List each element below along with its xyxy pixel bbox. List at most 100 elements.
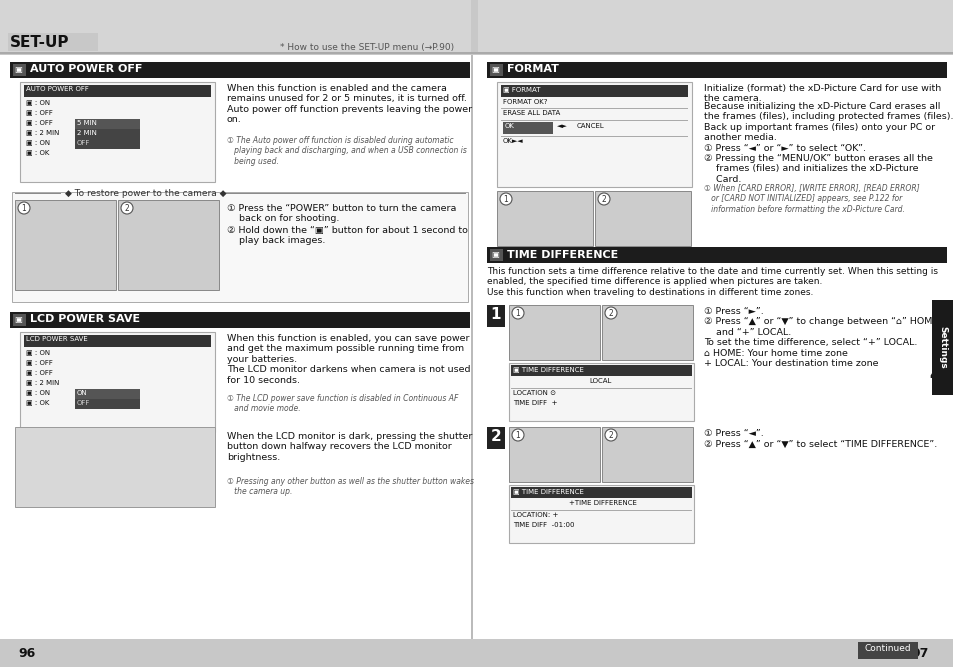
Bar [15,200,116,290]
Text: 4: 4 [928,368,939,383]
Bar [0,639,953,667]
Text: ▣ : OFF: ▣ : OFF [26,359,52,365]
Text: Settings: Settings [938,325,946,368]
Text: FORMAT OK?: FORMAT OK? [502,99,547,105]
Bar [477,0,953,53]
Bar [500,136,687,137]
Text: ◆ To restore power to the camera ◆: ◆ To restore power to the camera ◆ [65,189,226,198]
Text: AUTO POWER OFF: AUTO POWER OFF [26,86,89,92]
Bar [75,129,140,139]
Text: TIME DIFF  +: TIME DIFF + [513,400,557,406]
Bar [497,191,593,246]
Text: 96: 96 [18,647,35,660]
Text: TIME DIFF  -01:00: TIME DIFF -01:00 [513,522,574,528]
Bar [75,389,140,399]
Bar [511,487,691,498]
Text: ◄►: ◄► [557,123,567,129]
Bar [75,139,140,149]
Text: 2: 2 [601,195,606,204]
Text: ▣ : OK: ▣ : OK [26,399,50,405]
Text: ▣ FORMAT: ▣ FORMAT [502,86,540,92]
Circle shape [121,202,132,214]
Text: Because initializing the xD-Picture Card erases all
the frames (files), includin: Because initializing the xD-Picture Card… [703,102,952,142]
Bar [509,363,693,421]
Bar [931,300,953,395]
Bar [500,108,687,109]
Text: 1: 1 [515,431,519,440]
Circle shape [604,429,617,441]
Bar [857,642,917,659]
Text: ERASE ALL DATA: ERASE ALL DATA [502,110,559,116]
Text: OK: OK [504,123,515,129]
Text: 2: 2 [125,204,130,213]
Text: 2 MIN: 2 MIN [77,130,97,136]
Bar [490,64,502,76]
Bar [486,62,946,78]
Bar [497,82,691,187]
Bar [601,305,692,360]
Circle shape [499,193,512,205]
Bar [500,85,687,97]
Text: ▣ : ON: ▣ : ON [26,139,51,145]
Bar [0,0,471,53]
Text: 97: 97 [910,647,927,660]
Bar [595,191,690,246]
Text: Continued: Continued [863,644,910,653]
Bar [20,332,214,432]
Circle shape [604,307,617,319]
Text: 5 MIN: 5 MIN [77,120,97,126]
Text: When the LCD monitor is dark, pressing the shutter
button down halfway recovers : When the LCD monitor is dark, pressing t… [227,432,472,462]
Text: TIME DIFFERENCE: TIME DIFFERENCE [506,249,618,259]
Bar [601,427,692,482]
Bar [511,388,691,389]
Text: LOCATION ⊙: LOCATION ⊙ [513,390,556,396]
Bar [24,335,211,347]
Bar [471,55,473,639]
Bar [118,200,219,290]
Text: 1: 1 [515,309,519,318]
Text: ① Press “►”.
② Press “▲” or “▼” to change between “⌂” HOME
    and “+” LOCAL.
To: ① Press “►”. ② Press “▲” or “▼” to chang… [703,307,937,368]
Text: ▣ : ON: ▣ : ON [26,349,51,355]
Bar [8,33,98,51]
Circle shape [18,202,30,214]
Text: ① Press “◄” or “►” to select “OK”.: ① Press “◄” or “►” to select “OK”. [703,144,865,153]
Bar [20,82,214,182]
Text: ▣ : 2 MIN: ▣ : 2 MIN [26,129,59,135]
Text: CANCEL: CANCEL [577,123,604,129]
Text: +TIME DIFFERENCE: +TIME DIFFERENCE [568,500,637,506]
Text: LCD POWER SAVE: LCD POWER SAVE [30,315,140,325]
Text: ② Hold down the “▣” button for about 1 second to
    play back images.: ② Hold down the “▣” button for about 1 s… [227,226,467,245]
Bar [13,64,26,76]
Text: ▣: ▣ [14,65,22,74]
Text: FORMAT: FORMAT [506,65,558,75]
Text: When this function is enabled and the camera
remains unused for 2 or 5 minutes, : When this function is enabled and the ca… [227,84,472,124]
Text: LOCATION: +: LOCATION: + [513,512,558,518]
Bar [13,314,26,326]
Bar [509,427,599,482]
Text: OK►◄: OK►◄ [502,138,523,144]
Text: ① Press the “POWER” button to turn the camera
    back on for shooting.: ① Press the “POWER” button to turn the c… [227,204,456,223]
Text: When this function is enabled, you can save power
and get the maximum possible r: When this function is enabled, you can s… [227,334,470,385]
Text: This function sets a time difference relative to the date and time currently set: This function sets a time difference rel… [486,267,937,297]
Bar [15,427,214,507]
Text: LCD POWER SAVE: LCD POWER SAVE [26,336,88,342]
Text: ▣: ▣ [14,315,22,324]
Bar [10,62,470,78]
Text: 2: 2 [608,309,613,318]
Text: 2: 2 [490,429,501,444]
Text: AUTO POWER OFF: AUTO POWER OFF [30,65,142,75]
Text: LOCAL: LOCAL [588,378,611,384]
Bar [10,312,470,328]
Text: ① The LCD power save function is disabled in Continuous AF
   and movie mode.: ① The LCD power save function is disable… [227,394,457,414]
Text: ① The Auto power off function is disabled during automatic
   playing back and d: ① The Auto power off function is disable… [227,136,466,166]
Text: ▣ TIME DIFFERENCE: ▣ TIME DIFFERENCE [513,366,583,372]
Text: ② Pressing the “MENU/OK” button erases all the
    frames (files) and initialize: ② Pressing the “MENU/OK” button erases a… [703,154,932,184]
Text: ① Press “◄”.
② Press “▲” or “▼” to select “TIME DIFFERENCE”.: ① Press “◄”. ② Press “▲” or “▼” to selec… [703,429,936,448]
Text: ▣: ▣ [491,65,498,74]
Text: SET-UP: SET-UP [10,35,70,50]
Bar [511,365,691,376]
Bar [75,399,140,409]
Text: ▣ : OFF: ▣ : OFF [26,109,52,115]
Text: ▣ : ON: ▣ : ON [26,389,51,395]
Text: ▣: ▣ [491,250,498,259]
